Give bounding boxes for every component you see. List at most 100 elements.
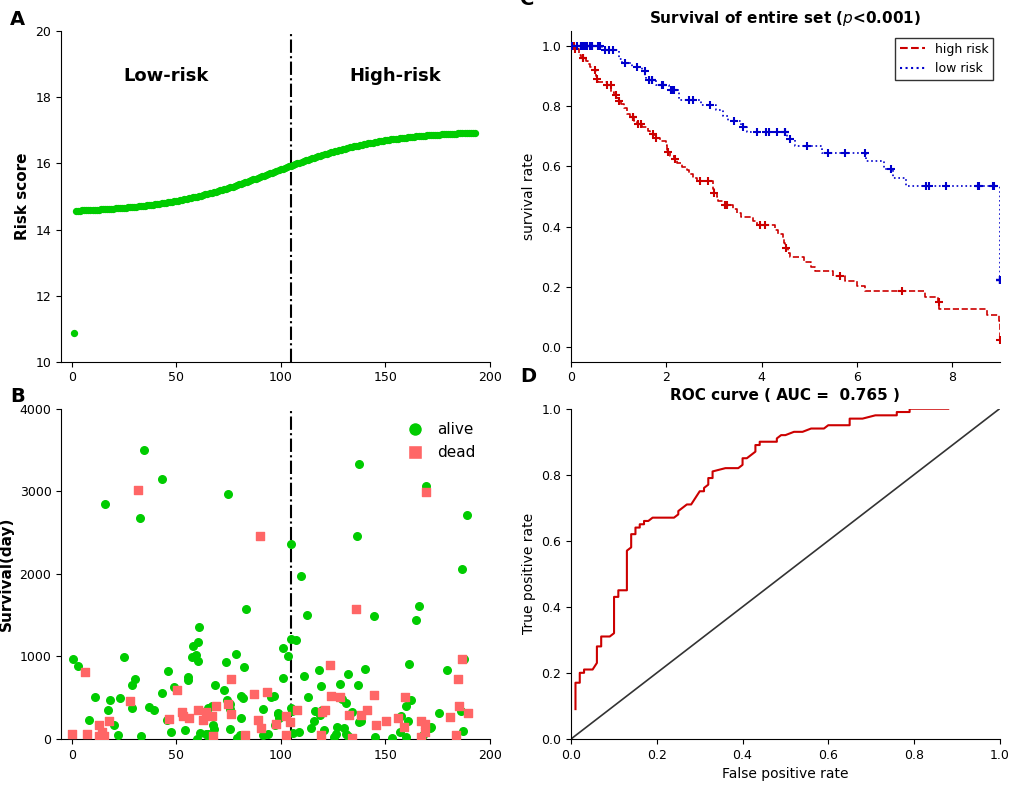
- Point: [453, 127, 470, 139]
- Point: [576, 40, 592, 53]
- Point: [930, 296, 947, 309]
- Point: [461, 127, 477, 139]
- dead: [267, 717, 283, 729]
- Point: [326, 145, 342, 157]
- Point: [602, 79, 619, 92]
- alive: [348, 529, 365, 542]
- Point: [572, 40, 588, 53]
- Point: [401, 130, 418, 143]
- Point: [282, 160, 299, 172]
- Point: [164, 196, 180, 208]
- Point: [248, 172, 264, 185]
- Point: [590, 40, 606, 53]
- Point: [83, 204, 99, 216]
- dead: [195, 714, 211, 726]
- alive: [383, 731, 399, 744]
- Point: [416, 130, 432, 142]
- Point: [245, 173, 261, 185]
- Point: [437, 128, 453, 141]
- dead: [343, 732, 360, 744]
- Point: [109, 202, 125, 215]
- Point: [76, 204, 93, 217]
- alive: [283, 705, 300, 718]
- dead: [317, 704, 333, 717]
- Point: [625, 111, 641, 123]
- dead: [222, 673, 238, 685]
- Point: [628, 61, 644, 73]
- Text: C: C: [520, 0, 534, 9]
- Point: [604, 44, 621, 57]
- alive: [192, 727, 208, 740]
- alive: [279, 650, 296, 663]
- dead: [64, 728, 81, 740]
- Point: [191, 189, 207, 202]
- Point: [643, 74, 659, 86]
- alive: [64, 653, 81, 666]
- Point: [591, 40, 607, 53]
- Point: [139, 199, 155, 211]
- Point: [760, 126, 776, 138]
- Point: [819, 147, 836, 160]
- Point: [151, 197, 167, 210]
- alive: [326, 730, 342, 743]
- Point: [990, 274, 1007, 286]
- Y-axis label: True positive rate: True positive rate: [522, 513, 535, 634]
- alive: [205, 722, 221, 735]
- alive: [123, 702, 140, 714]
- Point: [182, 192, 199, 204]
- Point: [322, 146, 338, 159]
- alive: [235, 661, 252, 674]
- dead: [161, 713, 177, 725]
- alive: [160, 665, 176, 678]
- Point: [128, 200, 145, 213]
- Point: [644, 128, 660, 141]
- Point: [222, 181, 238, 193]
- alive: [270, 707, 286, 719]
- Point: [414, 130, 430, 142]
- alive: [335, 722, 352, 734]
- Point: [105, 202, 121, 215]
- alive: [284, 727, 301, 740]
- alive: [452, 705, 469, 718]
- Point: [120, 201, 137, 214]
- Point: [143, 199, 159, 211]
- Point: [433, 128, 449, 141]
- alive: [421, 722, 437, 735]
- dead: [250, 714, 266, 726]
- Point: [71, 204, 88, 217]
- Point: [768, 126, 785, 138]
- alive: [329, 721, 345, 733]
- dead: [121, 695, 138, 707]
- dead: [314, 705, 330, 718]
- Point: [375, 134, 391, 147]
- Point: [168, 195, 184, 208]
- Point: [193, 189, 209, 202]
- Point: [776, 126, 793, 138]
- Point: [250, 171, 266, 184]
- alive: [397, 731, 414, 744]
- alive: [331, 678, 347, 690]
- Point: [126, 200, 143, 213]
- dead: [366, 689, 382, 701]
- Point: [600, 44, 616, 57]
- alive: [97, 498, 113, 510]
- alive: [267, 719, 283, 732]
- Point: [137, 200, 153, 212]
- Point: [201, 187, 217, 200]
- Point: [199, 188, 215, 200]
- Point: [565, 40, 581, 53]
- Point: [258, 168, 274, 181]
- Point: [756, 219, 772, 232]
- Point: [296, 155, 312, 167]
- alive: [126, 673, 143, 685]
- Point: [725, 115, 741, 127]
- Point: [584, 40, 600, 53]
- dead: [175, 709, 192, 722]
- Point: [596, 44, 612, 57]
- alive: [266, 689, 282, 702]
- Point: [574, 52, 590, 64]
- Point: [435, 128, 451, 141]
- alive: [407, 613, 423, 626]
- Point: [421, 129, 437, 141]
- Point: [174, 193, 191, 206]
